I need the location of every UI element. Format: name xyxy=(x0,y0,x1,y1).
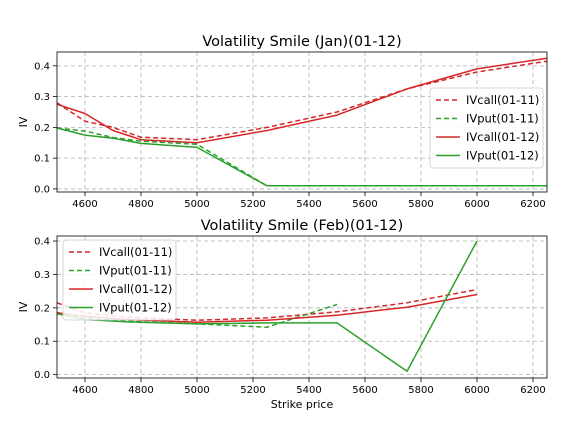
legend-label: IVcall(01-12) xyxy=(466,130,539,144)
x-tick-label: 4600 xyxy=(72,199,97,210)
x-axis-label: Strike price xyxy=(271,398,334,411)
y-axis-label: IV xyxy=(17,301,30,312)
x-tick-label: 5400 xyxy=(296,385,321,396)
y-tick-label: 0.3 xyxy=(34,270,50,281)
chart-title: Volatility Smile (Feb)(01-12) xyxy=(201,218,404,234)
x-tick-label: 5000 xyxy=(184,199,209,210)
x-tick-label: 5600 xyxy=(352,385,377,396)
legend-box xyxy=(62,239,177,321)
legend-label: IVcall(01-11) xyxy=(466,93,539,107)
x-tick-label: 4800 xyxy=(128,199,153,210)
y-tick-label: 0.1 xyxy=(34,154,50,165)
y-tick-label: 0.2 xyxy=(34,303,50,314)
y-tick-label: 0.1 xyxy=(34,337,50,348)
legend-box xyxy=(429,87,544,169)
x-tick-label: 5000 xyxy=(184,385,209,396)
x-tick-label: 6200 xyxy=(520,385,545,396)
x-tick-label: 6000 xyxy=(464,199,489,210)
y-tick-label: 0.4 xyxy=(34,61,50,72)
y-axis-label: IV xyxy=(17,116,30,127)
y-tick-label: 0.0 xyxy=(34,370,50,381)
series-line-ivcall-01-12 xyxy=(56,57,548,144)
x-tick-label: 5400 xyxy=(296,199,321,210)
y-tick-label: 0.0 xyxy=(34,184,50,195)
legend: IVcall(01-11) IVput(01-11) IVcall(01-12) IV… xyxy=(62,239,177,321)
subplot-2: 4600 4800 5000 5200 5400 5600 5800 6000 6200 0.0 0… xyxy=(17,218,548,411)
x-tick-label: 5600 xyxy=(352,199,377,210)
x-tick-label: 6000 xyxy=(464,385,489,396)
series-line-ivput-01-12 xyxy=(56,127,547,187)
subplot-1: 4600 4800 5000 5200 5400 5600 5800 6000 6200 0.0 0… xyxy=(17,34,548,210)
x-tick-label: 5200 xyxy=(240,199,265,210)
plot-frame xyxy=(56,51,548,193)
x-tick-label: 5800 xyxy=(408,385,433,396)
x-tick-label: 5800 xyxy=(408,199,433,210)
legend-label: IVput(01-11) xyxy=(99,264,172,278)
x-tick-label: 4800 xyxy=(128,385,153,396)
legend-label: IVput(01-11) xyxy=(466,112,539,126)
legend-label: IVput(01-12) xyxy=(466,149,539,163)
chart-title: Volatility Smile (Jan)(01-12) xyxy=(202,34,401,50)
x-tick-label: 4600 xyxy=(72,385,97,396)
plot-frame xyxy=(56,235,548,379)
series-line-ivput-01-11 xyxy=(56,127,547,187)
x-tick-label: 6200 xyxy=(520,199,545,210)
legend-label: IVcall(01-12) xyxy=(99,282,172,296)
series-line-ivcall-01-11 xyxy=(56,60,548,141)
x-tick-label: 5200 xyxy=(240,385,265,396)
legend-label: IVcall(01-11) xyxy=(99,245,172,259)
y-tick-label: 0.2 xyxy=(34,123,50,134)
y-tick-label: 0.4 xyxy=(34,237,50,248)
legend: IVcall(01-11) IVput(01-11) IVcall(01-12) IV… xyxy=(429,87,544,169)
y-tick-label: 0.3 xyxy=(34,92,50,103)
legend-label: IVput(01-12) xyxy=(99,301,172,315)
